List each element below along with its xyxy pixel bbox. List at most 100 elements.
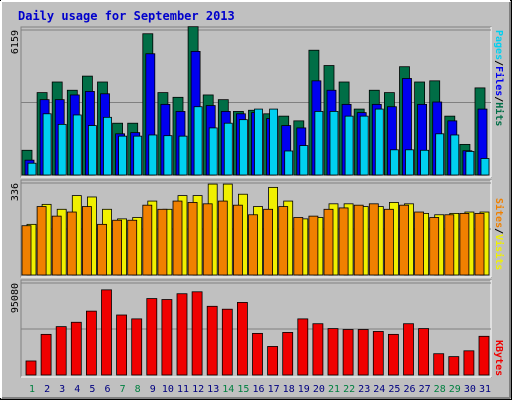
x-tick-label-29: 29 bbox=[449, 384, 461, 395]
x-tick-label-18: 18 bbox=[283, 384, 295, 395]
legend-visits-label: Visits bbox=[493, 234, 505, 270]
visits-max-label: 336 bbox=[10, 183, 21, 201]
bar-kbytes-day-11 bbox=[176, 293, 188, 376]
bar-pages-day-25 bbox=[389, 149, 399, 176]
x-tick-label-24: 24 bbox=[373, 384, 385, 395]
legend-sites-label: Sites bbox=[493, 198, 505, 228]
legend-files-label: Files bbox=[493, 66, 505, 96]
bar-sites-day-2 bbox=[36, 206, 47, 276]
bar-kbytes-day-22 bbox=[342, 329, 354, 376]
bar-sites-day-6 bbox=[97, 223, 107, 276]
x-tick-label-11: 11 bbox=[177, 384, 189, 395]
bar-pages-day-26 bbox=[405, 149, 414, 176]
bar-pages-day-20 bbox=[314, 111, 324, 176]
bar-sites-day-23 bbox=[353, 204, 364, 276]
x-tick-label-23: 23 bbox=[358, 384, 370, 395]
bar-kbytes-day-1 bbox=[25, 360, 37, 376]
bar-sites-day-27 bbox=[414, 211, 425, 276]
bar-kbytes-day-27 bbox=[418, 328, 430, 376]
bar-pages-day-1 bbox=[27, 162, 37, 176]
bar-pages-day-12 bbox=[193, 106, 203, 176]
bar-kbytes-day-17 bbox=[267, 346, 279, 376]
bar-pages-day-23 bbox=[359, 115, 369, 176]
x-tick-label-9: 9 bbox=[150, 384, 156, 395]
x-tick-label-22: 22 bbox=[343, 384, 355, 395]
bar-pages-day-16 bbox=[254, 108, 263, 176]
bar-kbytes-day-19 bbox=[297, 318, 309, 376]
bar-sites-day-30 bbox=[459, 212, 470, 276]
bar-sites-day-7 bbox=[112, 219, 122, 276]
bar-pages-day-5 bbox=[88, 125, 97, 176]
bar-kbytes-day-16 bbox=[252, 332, 263, 376]
bar-sites-day-16 bbox=[248, 214, 258, 276]
hits-max-label: 6159 bbox=[10, 30, 21, 54]
bar-sites-day-18 bbox=[278, 206, 289, 276]
bar-sites-day-1 bbox=[21, 225, 32, 276]
x-tick-label-20: 20 bbox=[313, 384, 325, 395]
bar-kbytes-day-31 bbox=[478, 335, 490, 376]
bar-pages-day-15 bbox=[238, 119, 248, 176]
x-tick-label-21: 21 bbox=[328, 384, 340, 395]
x-tick-label-5: 5 bbox=[89, 384, 95, 395]
bar-sites-day-11 bbox=[172, 200, 183, 276]
bar-pages-day-24 bbox=[374, 108, 384, 176]
x-tick-label-14: 14 bbox=[222, 384, 234, 395]
x-tick-label-28: 28 bbox=[434, 384, 446, 395]
x-tick-label-2: 2 bbox=[44, 384, 50, 395]
bar-pages-day-21 bbox=[329, 111, 339, 176]
bar-kbytes-day-8 bbox=[131, 318, 143, 376]
x-tick-label-15: 15 bbox=[237, 384, 249, 395]
bar-pages-day-19 bbox=[299, 145, 309, 176]
x-tick-label-25: 25 bbox=[388, 384, 400, 395]
bar-pages-day-22 bbox=[344, 115, 354, 176]
bar-kbytes-day-3 bbox=[55, 326, 67, 376]
bar-kbytes-day-2 bbox=[40, 333, 52, 376]
x-tick-label-12: 12 bbox=[192, 384, 204, 395]
x-tick-label-7: 7 bbox=[120, 384, 126, 395]
bar-kbytes-day-10 bbox=[161, 299, 173, 376]
x-tick-label-10: 10 bbox=[162, 384, 174, 395]
bar-pages-day-18 bbox=[284, 150, 294, 176]
legend-pages-label: Pages bbox=[493, 30, 504, 60]
bar-pages-day-31 bbox=[480, 158, 490, 176]
legend-kbytes-label: KBytes bbox=[493, 340, 504, 376]
bar-kbytes-day-20 bbox=[312, 323, 324, 376]
bar-pages-day-8 bbox=[133, 135, 143, 176]
bar-pages-day-14 bbox=[223, 122, 233, 176]
bar-kbytes-day-14 bbox=[221, 308, 233, 376]
legend-sep-1: / bbox=[493, 60, 504, 66]
bar-marks bbox=[21, 26, 490, 376]
bar-kbytes-day-26 bbox=[403, 323, 414, 376]
bar-sites-day-3 bbox=[51, 215, 62, 276]
bar-sites-day-4 bbox=[66, 211, 77, 276]
bar-kbytes-day-24 bbox=[372, 331, 384, 376]
bar-sites-day-14 bbox=[217, 200, 228, 276]
x-tick-label-26: 26 bbox=[403, 384, 415, 395]
x-tick-label-4: 4 bbox=[74, 384, 80, 395]
legend-kbytes: KBytes bbox=[493, 340, 504, 376]
bar-sites-day-24 bbox=[368, 203, 379, 276]
bar-kbytes-day-23 bbox=[357, 329, 369, 376]
bar-pages-day-7 bbox=[118, 135, 127, 176]
bar-sites-day-25 bbox=[383, 208, 394, 276]
bar-kbytes-day-25 bbox=[387, 333, 399, 376]
bar-sites-day-29 bbox=[444, 214, 455, 276]
bar-kbytes-day-5 bbox=[86, 310, 97, 376]
bar-pages-day-9 bbox=[148, 134, 158, 176]
bar-sites-day-8 bbox=[127, 219, 138, 276]
x-tick-label-13: 13 bbox=[207, 384, 219, 395]
x-tick-label-6: 6 bbox=[104, 384, 110, 395]
bar-sites-day-13 bbox=[202, 203, 213, 276]
bar-kbytes-day-21 bbox=[327, 328, 339, 376]
bar-pages-day-3 bbox=[57, 123, 67, 176]
bar-pages-day-28 bbox=[435, 133, 445, 176]
bar-kbytes-day-9 bbox=[146, 298, 158, 376]
legend-sep-3: / bbox=[493, 228, 504, 234]
bar-pages-day-13 bbox=[208, 127, 218, 176]
bar-sites-day-26 bbox=[399, 204, 409, 276]
bar-sites-day-9 bbox=[142, 204, 153, 276]
legend-pages-files-hits: Pages/Files/Hits bbox=[493, 30, 505, 126]
x-tick-label-16: 16 bbox=[252, 384, 264, 395]
legend-hits-label: Hits bbox=[493, 102, 505, 126]
